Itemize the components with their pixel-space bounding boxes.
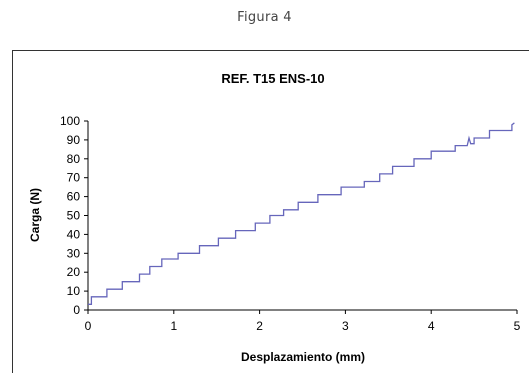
x-tick-label: 3 [342, 319, 349, 333]
x-axis: 0 1 2 3 4 5 [85, 309, 521, 333]
chart-frame: REF. T15 ENS-10 0 10 20 30 40 50 60 70 80 90 100 0… [12, 50, 529, 373]
y-tick-label: 80 [67, 152, 81, 166]
y-tick-label: 100 [60, 114, 80, 128]
x-tick-label: 4 [428, 319, 435, 333]
y-tick-label: 20 [67, 265, 81, 279]
y-tick-label: 50 [67, 209, 81, 223]
series-layer [88, 122, 515, 305]
x-axis-title: Desplazamiento (mm) [241, 350, 365, 364]
y-axis-title: Carga (N) [28, 188, 42, 242]
y-tick-label: 70 [67, 171, 81, 185]
y-tick-label: 10 [67, 284, 81, 298]
y-tick-label: 30 [67, 246, 81, 260]
y-tick-label: 90 [67, 133, 81, 147]
y-axis: 0 10 20 30 40 50 60 70 80 90 100 [60, 114, 89, 317]
x-tick-label: 0 [85, 319, 92, 333]
series-line-0 [88, 122, 515, 305]
y-tick-label: 60 [67, 190, 81, 204]
y-tick-label: 0 [73, 303, 80, 317]
x-tick-label: 1 [170, 319, 177, 333]
y-tick-label: 40 [67, 227, 81, 241]
x-tick-label: 5 [514, 319, 521, 333]
x-tick-label: 2 [256, 319, 263, 333]
figure-caption: Figura 4 [237, 10, 292, 25]
chart-title: REF. T15 ENS-10 [221, 71, 324, 86]
